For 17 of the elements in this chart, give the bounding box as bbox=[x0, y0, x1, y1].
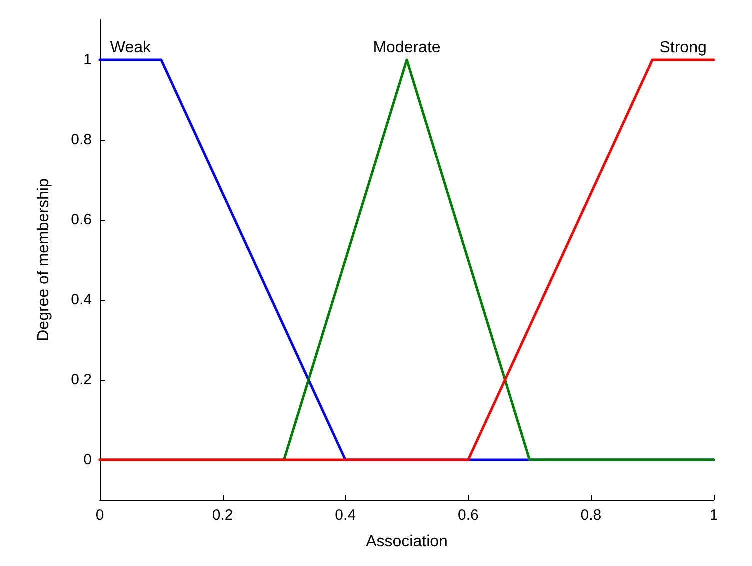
y-tick-label: 0 bbox=[84, 452, 92, 468]
y-tick-label: 0.4 bbox=[71, 292, 92, 308]
series-label: Moderate bbox=[373, 40, 441, 56]
y-tick-label: 1 bbox=[84, 52, 92, 68]
x-tick-label: 0.2 bbox=[212, 507, 234, 524]
y-axis-title: Degree of membership bbox=[36, 178, 52, 342]
x-axis-title: Association bbox=[366, 534, 448, 550]
x-tick-label: 0.8 bbox=[580, 507, 602, 524]
y-tick-label: 0.2 bbox=[71, 372, 92, 388]
series-label: Strong bbox=[660, 40, 707, 56]
y-tick-label: 0.8 bbox=[71, 132, 92, 148]
x-tick-label: 1 bbox=[710, 507, 718, 524]
y-tick-label: 0.6 bbox=[71, 212, 92, 228]
x-tick-label: 0 bbox=[96, 507, 104, 524]
x-tick-label: 0.6 bbox=[458, 507, 479, 524]
x-tick-label: 0.4 bbox=[335, 507, 356, 524]
series-label: Weak bbox=[110, 40, 152, 56]
